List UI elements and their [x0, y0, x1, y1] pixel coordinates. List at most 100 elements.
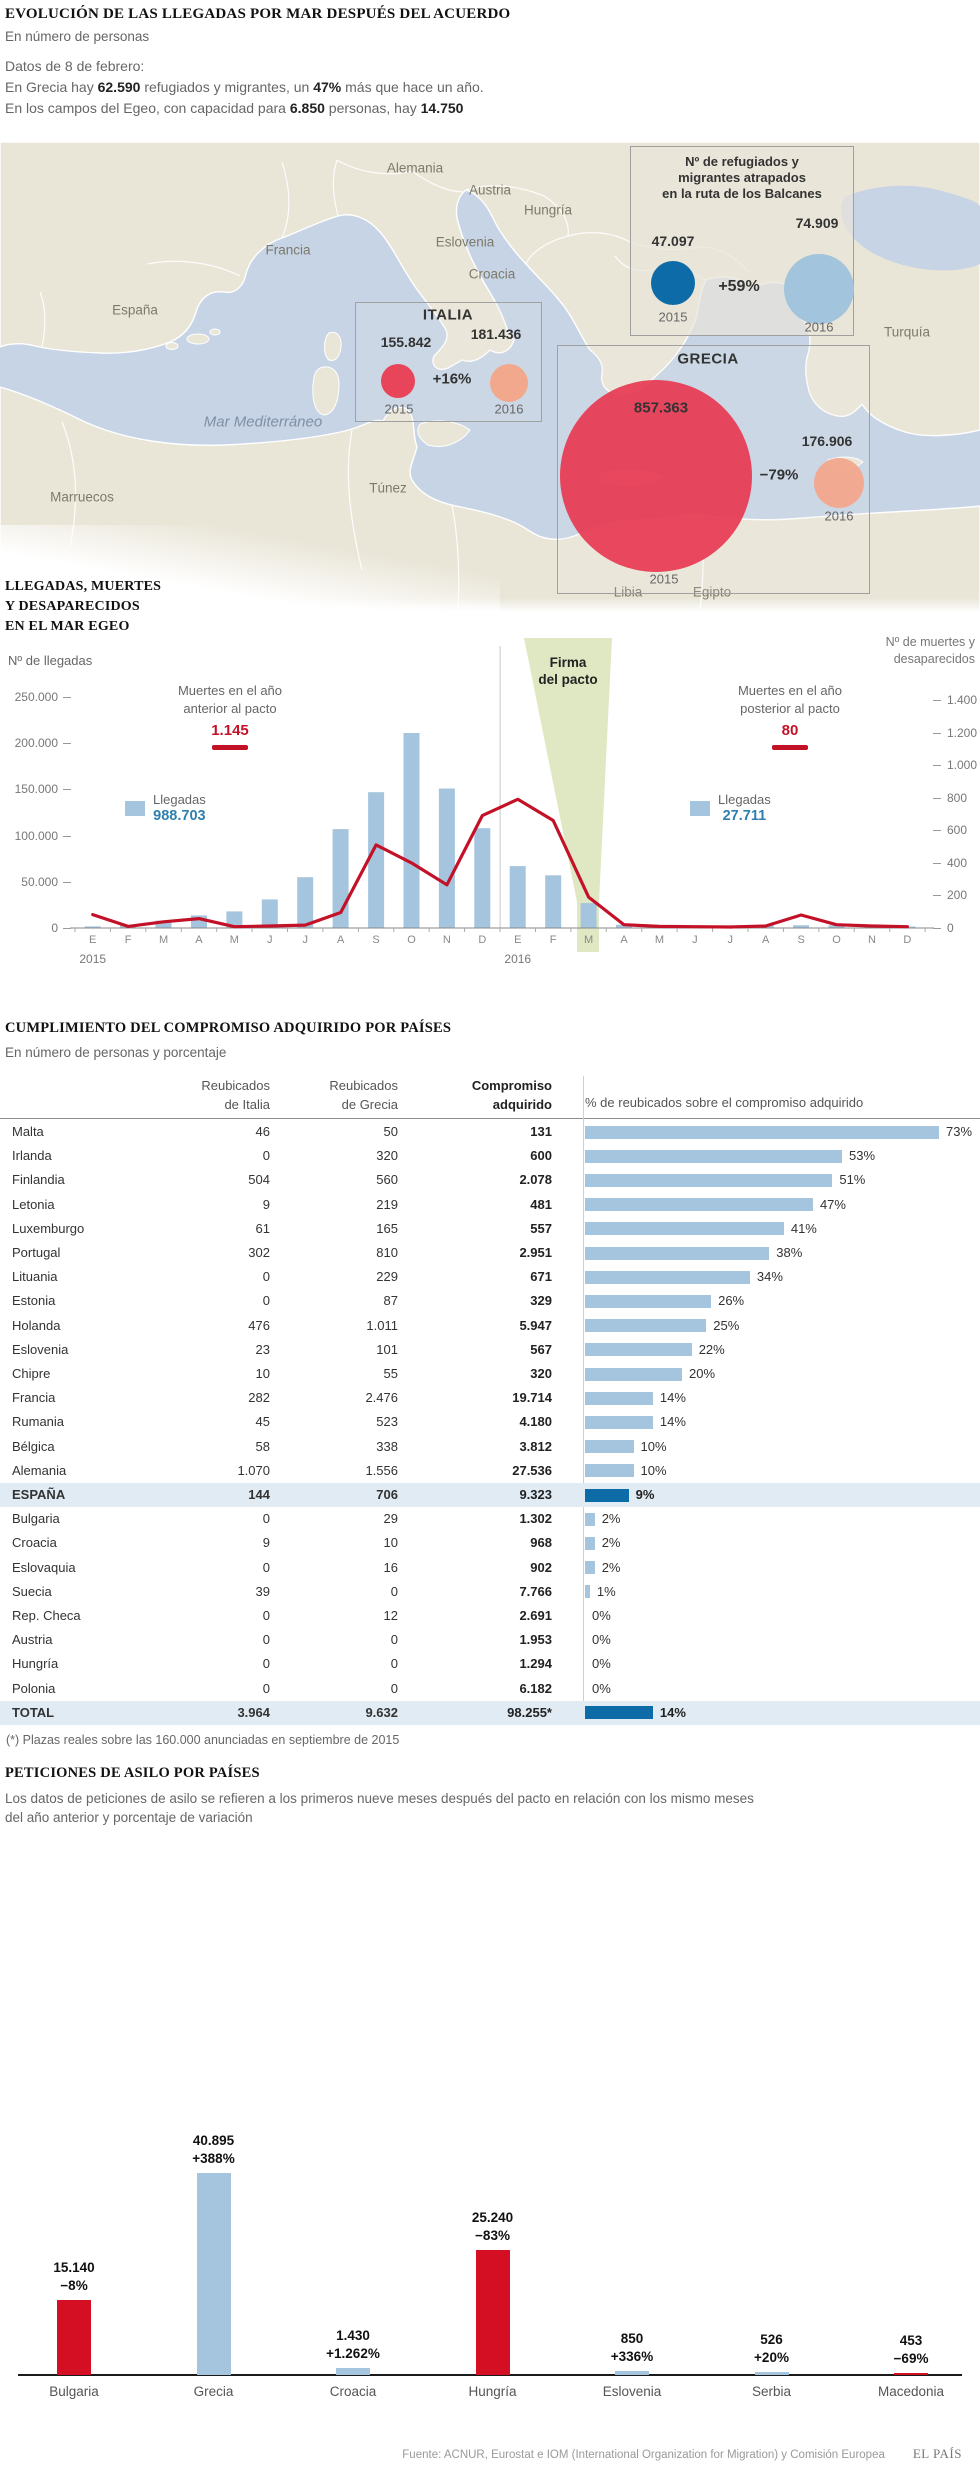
- balkans-title-line2: migrantes atrapados: [678, 170, 806, 185]
- asylum-change: −83%: [475, 2228, 510, 2244]
- arrivals-bar-5: [261, 899, 278, 928]
- asylum-change: −8%: [60, 2278, 88, 2294]
- pct-label: 9%: [635, 1487, 655, 1502]
- aegean-plot: [70, 638, 934, 952]
- commitment-value: 1.953: [519, 1632, 552, 1648]
- relocated-from-greece: 12: [383, 1608, 398, 1623]
- commitment-value: 19.714: [512, 1390, 552, 1406]
- asylum-category-bulgaria: Bulgaria: [49, 2384, 99, 2399]
- intro-line-camps: En los campos del Egeo, con capacidad pa…: [5, 100, 463, 116]
- arrivals-bar-swatch-after: [690, 800, 710, 816]
- italia-2016-year: 2016: [494, 401, 524, 417]
- map-label-eslovenia: Eslovenia: [435, 234, 495, 250]
- page-title: EVOLUCIÓN DE LAS LLEGADAS POR MAR DESPUÉ…: [5, 6, 511, 22]
- deaths-line-swatch-before: [212, 745, 248, 750]
- asylum-bar-hungría: [475, 2250, 510, 2375]
- relocated-from-greece: 0: [390, 1632, 398, 1648]
- pct-label: 14%: [659, 1704, 686, 1720]
- pct-label: 26%: [718, 1293, 745, 1309]
- asylum-value: 453: [899, 2332, 923, 2348]
- balkans-2016-bubble: [784, 254, 854, 324]
- grecia-2016-value: 176.906: [801, 433, 853, 449]
- italia-box-title: ITALIA: [422, 306, 474, 324]
- relocated-from-greece: 320: [376, 1148, 398, 1164]
- table-row-letonia: Letonia 9 219 481 47%: [0, 1193, 980, 1217]
- table-row-eslovenia: Eslovenia 23 101 567 22%: [0, 1338, 980, 1362]
- asylum-label-grecia: 40.895 +388%: [149, 2132, 279, 2168]
- map-label-marruecos: Marruecos: [50, 489, 114, 505]
- commitment-value: 329: [530, 1293, 552, 1309]
- italia-2016-bubble: [490, 364, 528, 402]
- pct-label: 14%: [659, 1390, 686, 1406]
- relocated-from-greece: 16: [383, 1559, 398, 1575]
- pct-bar: [585, 1415, 653, 1429]
- asylum-value: 15.140: [53, 2260, 95, 2276]
- map-label-francia: Francia: [265, 242, 311, 258]
- commitment-value: 557: [530, 1220, 552, 1236]
- relocated-from-greece: 9.632: [365, 1704, 398, 1720]
- pct-bar: [585, 1367, 682, 1381]
- asylum-bar-grecia: [196, 2172, 231, 2375]
- arrivals-bar-15: [616, 924, 632, 928]
- table-row-polonia: Polonia 0 0 6.182 0%: [0, 1677, 980, 1701]
- balkans-2016-year: 2016: [804, 319, 834, 335]
- deaths-before-line1: Muertes en el año: [177, 683, 283, 698]
- intro-camps-part-0: En los campos del Egeo, con capacidad pa…: [5, 100, 290, 116]
- arrivals-bar-9: [403, 733, 420, 928]
- pct-bar: [585, 1125, 940, 1139]
- commitment-value: 98.255*: [507, 1704, 552, 1720]
- italia-2016-value: 181.436: [470, 326, 522, 342]
- aegean-right-axis-line2: desaparecidos: [893, 652, 975, 666]
- italia-2015-year: 2015: [384, 401, 414, 417]
- grecia-2016-year: 2016: [824, 508, 854, 524]
- pct-bar: [585, 1706, 653, 1720]
- pct-label: 53%: [849, 1148, 876, 1164]
- arrivals-legend-before: Llegadas 988.703: [125, 792, 206, 824]
- relocated-from-italy: 10: [255, 1366, 270, 1381]
- page-subtitle: En número de personas: [5, 29, 150, 44]
- relocated-from-italy: 0: [262, 1269, 270, 1285]
- balkans-2016-value: 74.909: [795, 215, 839, 231]
- mediterranean-map: Alemania Austria Hungría Francia Eslovenia Cr…: [0, 142, 980, 615]
- country-name: Austria: [12, 1632, 53, 1648]
- relocated-from-greece: 87: [383, 1293, 398, 1309]
- pct-bar: [585, 1173, 833, 1187]
- pct-label: 10%: [640, 1462, 667, 1478]
- pct-label: 0%: [592, 1680, 611, 1696]
- grecia-2015-value: 857.363: [633, 399, 689, 417]
- relocated-from-greece: 10: [383, 1535, 398, 1551]
- arrivals-bar-10: [438, 788, 455, 928]
- arrivals-after-value: 27.711: [722, 808, 767, 824]
- country-name: Finlandia: [12, 1172, 65, 1188]
- relocated-from-italy: 58: [255, 1438, 270, 1454]
- commitment-value: 4.180: [519, 1414, 552, 1430]
- asylum-value: 526: [760, 2332, 783, 2348]
- pct-bar: [585, 1488, 629, 1502]
- relocated-from-italy: 9: [262, 1535, 270, 1551]
- deaths-before-value: 1.145: [211, 722, 249, 739]
- asylum-change: +1.262%: [326, 2345, 380, 2361]
- pct-bar: [585, 1294, 712, 1308]
- commitment-value: 671: [530, 1269, 552, 1285]
- country-name: Croacia: [12, 1535, 57, 1551]
- map-label-alemania: Alemania: [386, 160, 444, 176]
- map-label-tunez: Túnez: [369, 480, 407, 496]
- country-name: Chipre: [12, 1366, 51, 1381]
- arrivals-bar-8: [368, 792, 385, 928]
- commitment-value: 902: [530, 1559, 552, 1575]
- italia-change: +16%: [432, 370, 472, 388]
- pct-label: 73%: [946, 1124, 973, 1139]
- grecia-change: −79%: [759, 466, 799, 484]
- asylum-title: PETICIONES DE ASILO POR PAÍSES: [5, 1765, 260, 1781]
- relocated-from-italy: 9: [262, 1196, 270, 1212]
- asylum-label-hungría: 25.240 −83%: [428, 2209, 558, 2245]
- asylum-bar-serbia: [754, 2372, 789, 2375]
- commitment-value: 5.947: [519, 1317, 552, 1333]
- table-row-chipre: Chipre 10 55 320 20%: [0, 1362, 980, 1386]
- country-name: Estonia: [12, 1293, 56, 1309]
- asylum-desc-line1: Los datos de peticiones de asilo se refi…: [5, 1791, 754, 1806]
- pact-label-line2: del pacto: [538, 672, 598, 687]
- relocated-from-greece: 0: [390, 1680, 398, 1696]
- pact-signature-label: Firma del pacto: [523, 654, 613, 688]
- country-name: Polonia: [12, 1680, 56, 1696]
